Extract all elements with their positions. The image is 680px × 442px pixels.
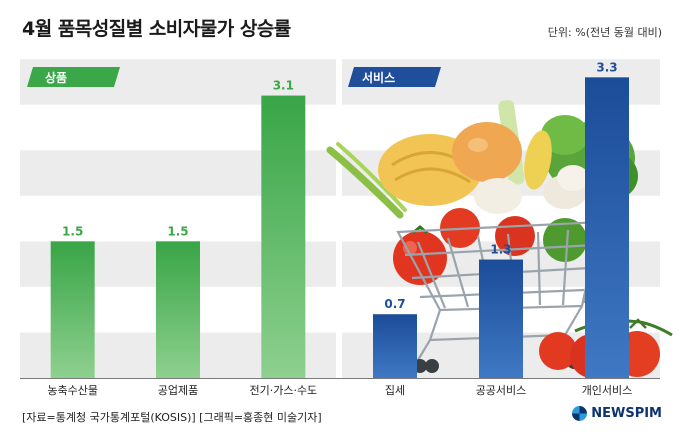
brand-name: NEWSPIM <box>591 406 662 421</box>
group-tag-goods: 상품 <box>27 67 120 87</box>
x-tick-label: 전기·가스·수도 <box>249 384 317 397</box>
bar-value-label: 1.3 <box>490 243 511 257</box>
bar <box>50 241 95 378</box>
bar <box>585 77 629 378</box>
group-tag-services: 서비스 <box>348 67 441 87</box>
x-tick-label: 공업제품 <box>158 384 198 397</box>
bar <box>479 259 523 378</box>
group-label-services: 서비스 <box>362 70 395 85</box>
x-tick-label: 개인서비스 <box>582 384 633 397</box>
bar-value-label: 0.7 <box>384 297 405 311</box>
bar-value-label: 3.1 <box>273 79 294 93</box>
bar-value-label: 1.5 <box>167 224 188 238</box>
bar <box>156 241 200 378</box>
bar-value-label: 3.3 <box>596 60 617 74</box>
source-credit: [자료=통계청 국가통계포털(KOSIS)] [그래픽=홍종현 미술기자] <box>22 411 322 424</box>
x-tick-label: 농축수산물 <box>47 384 98 397</box>
newspim-logo-icon <box>572 406 588 421</box>
bar-value-label: 1.5 <box>62 224 83 238</box>
chart-title: 4월 품목성질별 소비자물가 상승률 <box>22 18 291 40</box>
bar <box>261 95 306 379</box>
x-tick-label: 집세 <box>385 384 405 397</box>
group-label-goods: 상품 <box>45 70 67 85</box>
x-tick-label: 공공서비스 <box>476 384 527 397</box>
newspim-logo: NEWSPIM <box>572 406 662 421</box>
bar <box>373 314 417 378</box>
unit-label: 단위: %(전년 동월 대비) <box>547 26 662 39</box>
